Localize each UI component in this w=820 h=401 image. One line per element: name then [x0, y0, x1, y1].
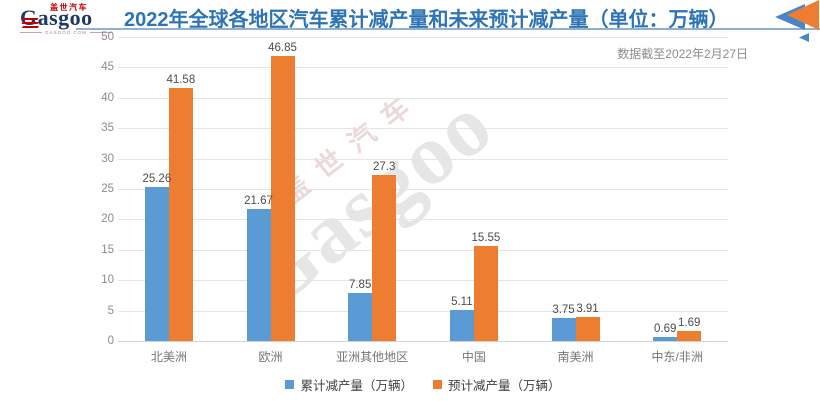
bar-value-label: 3.75	[552, 304, 575, 317]
gridline	[118, 280, 728, 282]
x-category-label: 中东/非洲	[651, 350, 703, 364]
y-tick-label: 10	[101, 274, 114, 287]
y-tick-label: 40	[101, 91, 114, 104]
y-tick-label: 45	[101, 61, 114, 74]
tagline-rule-right	[89, 32, 113, 33]
bar-value-label: 7.85	[348, 279, 372, 292]
gridline	[118, 310, 728, 312]
bar-value-label: 27.3	[372, 161, 396, 174]
bar-group: 5.11 15.55	[423, 37, 525, 341]
gridline	[118, 341, 728, 342]
logo-chinese-text: 盖世汽车	[50, 3, 88, 12]
gridline	[118, 128, 728, 130]
x-axis: 北美洲 欧洲 亚洲其他地区 中国 南美洲 中东/非洲	[118, 348, 728, 365]
bar-group: 3.75 3.91	[525, 37, 627, 341]
logo-tagline: GASGOO.COM	[20, 30, 113, 35]
x-category-label: 南美洲	[557, 350, 594, 364]
gridline	[118, 97, 728, 99]
bar-value-label: 15.55	[471, 232, 501, 245]
legend-item: 预计减产量（万辆）	[433, 375, 561, 394]
bar-group: 25.26 41.58	[118, 37, 220, 341]
y-tick-label: 0	[107, 335, 114, 347]
gridline	[118, 158, 728, 160]
gridline	[118, 67, 728, 69]
gridline	[118, 219, 728, 221]
data-cutoff-note: 数据截至2022年2月27日	[617, 47, 748, 61]
x-category-label: 欧洲	[258, 350, 283, 364]
bar-value-label: 1.69	[677, 316, 701, 329]
bar-forecast	[270, 56, 295, 341]
plot-area: 25.26 41.58 21.67 46.85 7.85 27.3 5.11 15.55 3.7…	[118, 37, 728, 342]
bar-value-label: 0.69	[653, 322, 677, 335]
y-tick-label: 5	[107, 304, 114, 317]
bar-wrap: 5.11	[449, 295, 474, 341]
bar-cumulative	[449, 309, 474, 341]
bar-value-label: 41.58	[166, 74, 196, 87]
gridline	[118, 189, 728, 190]
y-axis: 0 5 10 15 20 25 30 35 40 45 50	[86, 31, 114, 347]
bar-wrap: 1.69	[677, 316, 702, 341]
bar-groups: 25.26 41.58 21.67 46.85 7.85 27.3 5.11 15.55 3.7…	[118, 37, 728, 341]
x-category-label: 中国	[461, 350, 486, 364]
bar-value-label: 3.91	[576, 303, 599, 316]
y-tick-label: 20	[101, 213, 114, 226]
gridline	[118, 249, 728, 251]
bar-wrap: 0.69	[653, 322, 678, 341]
bar-group: 21.67 46.85	[220, 37, 322, 341]
gasgoo-logo: 盖世汽车 Gasgoo GASGOO.COM	[14, 2, 118, 36]
tagline-text: GASGOO.COM	[45, 30, 87, 35]
bar-cumulative	[246, 209, 271, 341]
bar-value-label: 21.67	[244, 195, 273, 208]
y-tick-label: 35	[101, 122, 114, 135]
bar-wrap: 27.3	[372, 161, 397, 341]
bar-wrap: 25.26	[142, 173, 172, 341]
y-tick-label: 15	[101, 243, 114, 256]
bar-cumulative	[144, 187, 169, 341]
small-blue-triangle-icon	[799, 33, 809, 42]
bar-cumulative	[653, 336, 678, 341]
legend: 累计减产量（万辆） 预计减产量（万辆）	[118, 375, 728, 394]
gridline	[118, 37, 728, 38]
bar-forecast	[372, 175, 397, 341]
bar-group: 0.69 1.69	[626, 37, 728, 341]
bar-forecast	[473, 246, 498, 341]
bar-wrap: 7.85	[348, 279, 373, 341]
bar-wrap: 41.58	[166, 74, 196, 341]
logo-wordmark: Gasgoo	[20, 5, 93, 30]
bar-wrap: 15.55	[471, 232, 501, 341]
bar-group: 7.85 27.3	[321, 37, 423, 341]
tagline-rule-left	[20, 32, 43, 33]
bar-wrap: 46.85	[268, 42, 297, 341]
bar-forecast	[168, 88, 193, 341]
bar-cumulative	[348, 293, 373, 341]
bar-value-label: 25.26	[142, 173, 172, 186]
logo-swoosh-icon	[21, 18, 39, 20]
legend-label: 预计减产量（万辆）	[448, 379, 561, 393]
legend-swatch	[285, 380, 295, 389]
bar-cumulative	[551, 318, 576, 341]
chart-title: 2022年全球各地区汽车累计减产量和未来预计减产量（单位：万辆）	[124, 9, 729, 31]
y-tick-label: 25	[101, 183, 114, 195]
y-tick-label: 50	[101, 31, 114, 43]
bar-wrap: 3.91	[575, 303, 600, 341]
bar-forecast	[575, 317, 600, 341]
bar-wrap: 21.67	[244, 195, 273, 341]
bar-value-label: 5.11	[451, 295, 473, 308]
legend-item: 累计减产量（万辆）	[285, 375, 413, 394]
bar-wrap: 3.75	[551, 304, 576, 341]
title-underline	[76, 28, 820, 30]
legend-swatch	[433, 380, 442, 389]
x-category-label: 北美洲	[150, 350, 187, 364]
bar-forecast	[677, 330, 702, 341]
y-tick-label: 30	[101, 152, 114, 165]
x-category-label: 亚洲其他地区	[336, 350, 409, 364]
legend-label: 累计减产量（万辆）	[300, 379, 413, 393]
double-left-arrow-icon	[772, 0, 820, 46]
bar-value-label: 46.85	[268, 42, 297, 55]
